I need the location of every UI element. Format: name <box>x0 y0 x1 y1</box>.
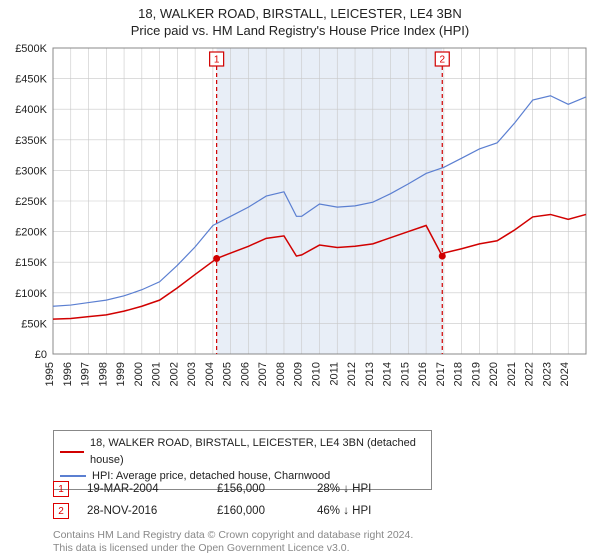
chart-svg: £0 £50K £100K £150K £200K £250K £300K £350K £400… <box>0 42 600 422</box>
footer-attribution: Contains HM Land Registry data © Crown c… <box>53 529 413 556</box>
sale-marker-num: 1 <box>214 55 220 66</box>
x-tick-label: 2003 <box>186 362 198 386</box>
x-tick-label: 2007 <box>257 362 269 386</box>
sale-row-marker: 1 <box>53 481 69 497</box>
x-tick-label: 2019 <box>470 362 482 386</box>
x-tick-label: 2017 <box>435 362 447 386</box>
y-tick-label: £350K <box>15 135 47 147</box>
x-tick-label: 2005 <box>222 362 234 386</box>
legend-swatch <box>60 451 84 453</box>
y-tick-label: £400K <box>15 104 47 116</box>
x-tick-label: 1998 <box>97 362 109 386</box>
x-tick-label: 2013 <box>364 362 376 386</box>
sale-row-date: 19-MAR-2004 <box>87 483 217 495</box>
y-tick-label: £200K <box>15 227 47 239</box>
sale-row: 2 28-NOV-2016£160,00046% ↓ HPI <box>53 500 417 522</box>
x-tick-label: 2006 <box>239 362 251 386</box>
x-tick-label: 2015 <box>399 362 411 386</box>
x-tick-label: 2009 <box>293 362 305 386</box>
legend-label: 18, WALKER ROAD, BIRSTALL, LEICESTER, LE… <box>90 435 425 468</box>
x-tick-label: 2016 <box>417 362 429 386</box>
y-tick-label: £300K <box>15 165 47 177</box>
sales-table: 1 19-MAR-2004£156,00028% ↓ HPI 2 28-NOV-201… <box>53 478 417 522</box>
x-tick-label: 2018 <box>453 362 465 386</box>
sale-marker-num: 2 <box>439 55 445 66</box>
sale-row-price: £160,000 <box>217 505 317 517</box>
x-tick-label: 2000 <box>133 362 145 386</box>
legend-swatch <box>60 475 86 477</box>
title-subtitle: Price paid vs. HM Land Registry's House … <box>0 23 600 40</box>
y-tick-label: £250K <box>15 196 47 208</box>
y-tick-label: £150K <box>15 257 47 269</box>
footer-line1: Contains HM Land Registry data © Crown c… <box>53 529 413 543</box>
y-tick-label: £100K <box>15 288 47 300</box>
sale-marker-dot <box>213 255 220 262</box>
y-tick-label: £50K <box>21 318 47 330</box>
sale-row-delta: 46% ↓ HPI <box>317 505 417 517</box>
footer-line2: This data is licensed under the Open Gov… <box>53 542 413 556</box>
x-tick-label: 2002 <box>168 362 180 386</box>
y-tick-label: £450K <box>15 74 47 86</box>
title-address: 18, WALKER ROAD, BIRSTALL, LEICESTER, LE… <box>0 6 600 23</box>
legend-row: 18, WALKER ROAD, BIRSTALL, LEICESTER, LE… <box>60 435 425 468</box>
x-tick-label: 2012 <box>346 362 358 386</box>
sale-row: 1 19-MAR-2004£156,00028% ↓ HPI <box>53 478 417 500</box>
x-tick-label: 2008 <box>275 362 287 386</box>
y-tick-label: £500K <box>15 43 47 55</box>
sale-row-date: 28-NOV-2016 <box>87 505 217 517</box>
x-tick-label: 2014 <box>382 362 394 386</box>
x-tick-label: 2010 <box>311 362 323 386</box>
x-tick-label: 2011 <box>328 362 340 386</box>
x-tick-label: 2024 <box>559 362 571 386</box>
x-tick-label: 2004 <box>204 362 216 386</box>
sale-row-delta: 28% ↓ HPI <box>317 483 417 495</box>
x-tick-label: 1995 <box>44 362 56 386</box>
x-tick-label: 2001 <box>151 362 163 386</box>
x-tick-label: 1996 <box>62 362 74 386</box>
sale-marker-dot <box>439 253 446 260</box>
x-tick-label: 2023 <box>541 362 553 386</box>
sale-row-marker: 2 <box>53 503 69 519</box>
x-tick-label: 1997 <box>80 362 92 386</box>
x-tick-label: 2022 <box>524 362 536 386</box>
x-tick-label: 1999 <box>115 362 127 386</box>
chart-area: £0 £50K £100K £150K £200K £250K £300K £350K £400… <box>0 42 600 422</box>
x-tick-label: 2020 <box>488 362 500 386</box>
title-block: 18, WALKER ROAD, BIRSTALL, LEICESTER, LE… <box>0 0 600 40</box>
x-tick-label: 2021 <box>506 362 518 386</box>
y-tick-label: £0 <box>35 349 47 361</box>
sale-row-price: £156,000 <box>217 483 317 495</box>
chart-container: 18, WALKER ROAD, BIRSTALL, LEICESTER, LE… <box>0 0 600 560</box>
